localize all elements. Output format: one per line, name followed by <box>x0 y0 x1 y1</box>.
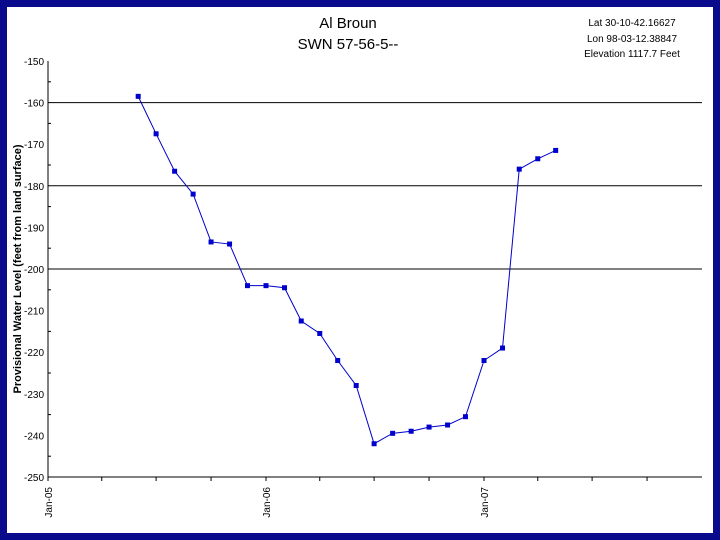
data-point <box>553 147 559 153</box>
y-tick-label: -180 <box>24 182 44 193</box>
chart-subtitle: SWN 57-56-5-- <box>298 36 399 53</box>
data-point <box>500 345 506 351</box>
y-tick-label: -200 <box>24 265 44 276</box>
data-point <box>244 283 250 289</box>
water-level-chart: Al Broun SWN 57-56-5-- Lat 30-10-42.1662… <box>12 15 702 518</box>
y-tick-label: -250 <box>24 473 44 484</box>
chart-title: Al Broun <box>319 15 377 32</box>
y-tick-label: -190 <box>24 223 44 234</box>
data-point <box>335 358 341 364</box>
y-tick-label: -220 <box>24 348 44 359</box>
elevation-annotation: Elevation 1117.7 Feet <box>584 49 680 60</box>
y-tick-label: -210 <box>24 307 44 318</box>
data-point <box>353 382 359 388</box>
data-point <box>535 156 541 162</box>
chart-slide: Al Broun SWN 57-56-5-- Lat 30-10-42.1662… <box>7 7 713 533</box>
data-point <box>190 191 196 197</box>
data-point <box>227 241 233 247</box>
y-tick-label: -170 <box>24 140 44 151</box>
data-point <box>516 166 522 172</box>
data-point <box>208 239 214 245</box>
data-point <box>408 428 414 434</box>
series-line <box>137 96 556 445</box>
data-point <box>263 283 269 289</box>
data-point <box>371 441 377 447</box>
y-tick-label: -160 <box>24 99 44 110</box>
plot-area: -150 -160 -170 -180 -190 -200 -210 -220 -230 -240… <box>24 57 702 518</box>
y-tick-label: -240 <box>24 431 44 442</box>
latitude-annotation: Lat 30-10-42.16627 <box>588 18 676 29</box>
data-point <box>172 168 178 174</box>
longitude-annotation: Lon 98-03-12.38847 <box>587 34 678 45</box>
data-point <box>481 358 487 364</box>
data-point <box>445 422 451 428</box>
data-point <box>282 285 288 291</box>
y-axis-label: Provisional Water Level (feet from land … <box>12 144 24 393</box>
y-tick-label: -150 <box>24 57 44 68</box>
data-point <box>462 414 468 420</box>
data-point <box>317 330 323 336</box>
data-point <box>390 430 396 436</box>
data-point <box>153 131 159 137</box>
data-point <box>426 424 432 430</box>
data-point <box>298 318 304 324</box>
data-point <box>135 93 141 99</box>
y-tick-label: -230 <box>24 390 44 401</box>
x-tick-label: Jan-05 <box>44 487 55 518</box>
x-tick-label: Jan-06 <box>262 487 273 518</box>
x-tick-label: Jan-07 <box>480 487 491 518</box>
